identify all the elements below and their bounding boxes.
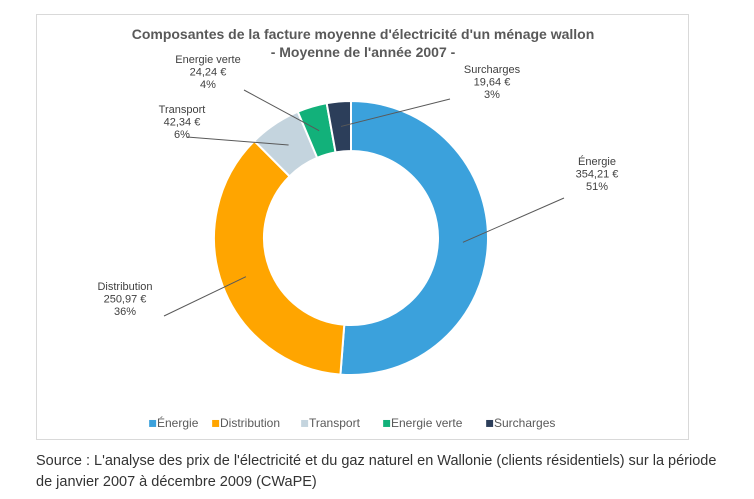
label-val-surcharges: 19,64 € [474, 77, 511, 89]
legend-label-transport: Transport [309, 416, 361, 430]
label-pct-distribution: 36% [114, 306, 136, 318]
legend-marker-transport: ▪ [300, 415, 310, 431]
leader-transport [186, 136, 289, 146]
legend-marker-energie-verte: ▪ [382, 415, 392, 431]
label-pct-surcharges: 3% [484, 89, 500, 101]
leader-surcharges [340, 98, 451, 127]
label-cat-energie-verte: Energie verte [175, 54, 240, 66]
legend-marker-surcharges: ▪ [485, 415, 495, 431]
legend-marker-distribution: ▪ [211, 415, 221, 431]
label-val-transport: 42,34 € [164, 117, 201, 129]
label-val-distribution: 250,97 € [104, 294, 147, 306]
label-val-energie-verte: 24,24 € [190, 67, 227, 79]
chart-subtitle: - Moyenne de l'année 2007 - [271, 44, 456, 60]
label-cat-transport: Transport [159, 104, 206, 116]
legend-label-energie-verte: Energie verte [391, 416, 463, 430]
label-cat-surcharges: Surcharges [464, 64, 521, 76]
leader-energie-verte [243, 89, 320, 132]
leader-distribution [163, 276, 247, 317]
donut-chart: Composantes de la facture moyenne d'élec… [97, 26, 619, 431]
label-cat-distribution: Distribution [97, 281, 152, 293]
legend-marker-energie: ▪ [148, 415, 158, 431]
chart-frame: Composantes de la facture moyenne d'élec… [36, 14, 689, 440]
slice-distribution [213, 139, 346, 376]
slice-energie [339, 99, 489, 376]
label-cat-energie: Énergie [578, 155, 616, 168]
label-pct-energie: 51% [586, 181, 608, 193]
legend-label-distribution: Distribution [220, 416, 280, 430]
label-val-energie: 354,21 € [576, 169, 619, 181]
label-pct-transport: 6% [174, 129, 190, 141]
slice-surcharges [325, 99, 352, 154]
leader-energie [462, 197, 565, 243]
legend-label-surcharges: Surcharges [494, 416, 555, 430]
label-pct-energie-verte: 4% [200, 79, 216, 91]
chart-title: Composantes de la facture moyenne d'élec… [132, 26, 595, 42]
legend-label-energie: Énergie [157, 415, 199, 430]
source-note: Source : L'analyse des prix de l'électri… [36, 453, 717, 490]
